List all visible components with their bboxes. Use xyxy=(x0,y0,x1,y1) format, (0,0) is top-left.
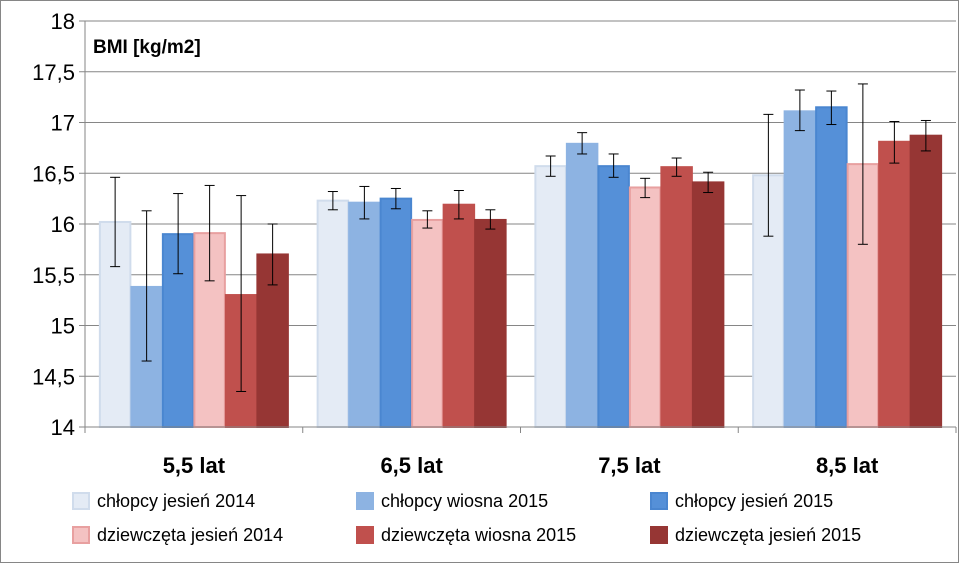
bar xyxy=(660,166,693,428)
x-category-label: 6,5 lat xyxy=(380,453,443,478)
x-category-label: 5,5 lat xyxy=(163,453,226,478)
legend-label: dziewczęta jesień 2015 xyxy=(675,525,861,545)
legend-label: dziewczęta jesień 2014 xyxy=(97,525,283,545)
bars xyxy=(98,106,943,429)
legend-swatch xyxy=(650,526,668,544)
legend-label: chłopcy wiosna 2015 xyxy=(381,491,548,511)
y-tick-label: 14 xyxy=(51,415,75,440)
y-tick-label: 14,5 xyxy=(32,364,75,389)
legend-swatch xyxy=(356,526,374,544)
bar xyxy=(878,140,911,428)
y-tick-label: 15,5 xyxy=(32,263,75,288)
y-tick-label: 17 xyxy=(51,111,75,136)
y-tick-label: 16,5 xyxy=(32,161,75,186)
legend: chłopcy jesień 2014 chłopcy wiosna 2015 ch… xyxy=(72,491,861,545)
x-category-label: 8,5 lat xyxy=(816,453,879,478)
bar xyxy=(534,165,567,429)
y-tick-label: 17,5 xyxy=(32,60,75,85)
bar xyxy=(411,218,444,428)
bar xyxy=(348,201,381,428)
legend-swatch xyxy=(72,526,90,544)
bar xyxy=(597,165,630,429)
bar xyxy=(628,186,662,428)
chart-title: BMI [kg/m2] xyxy=(93,37,201,58)
y-tick-label: 15 xyxy=(51,314,75,339)
bar xyxy=(474,218,507,428)
axes xyxy=(84,21,957,433)
legend-label: chłopcy jesień 2015 xyxy=(675,491,833,511)
legend-swatch xyxy=(650,492,668,510)
bar xyxy=(565,142,599,428)
legend-swatch xyxy=(72,492,90,510)
bar xyxy=(909,134,943,428)
bar xyxy=(316,199,350,428)
error-bars xyxy=(110,83,931,392)
y-tick-label: 18 xyxy=(51,9,75,34)
bar xyxy=(691,181,725,428)
bar xyxy=(815,106,848,429)
legend-label: dziewczęta wiosna 2015 xyxy=(381,525,576,545)
y-tick-labels: 14 14,5 15 15,5 16 16,5 17 17,5 18 xyxy=(32,9,75,440)
bar xyxy=(379,197,413,428)
bar xyxy=(442,203,476,428)
y-tick-label: 16 xyxy=(51,212,75,237)
legend-swatch xyxy=(356,492,374,510)
x-category-label: 7,5 lat xyxy=(598,453,661,478)
x-category-labels: 5,5 lat 6,5 lat 7,5 lat 8,5 lat xyxy=(163,453,879,478)
bar xyxy=(783,110,817,429)
legend-label: chłopcy jesień 2014 xyxy=(97,491,255,511)
